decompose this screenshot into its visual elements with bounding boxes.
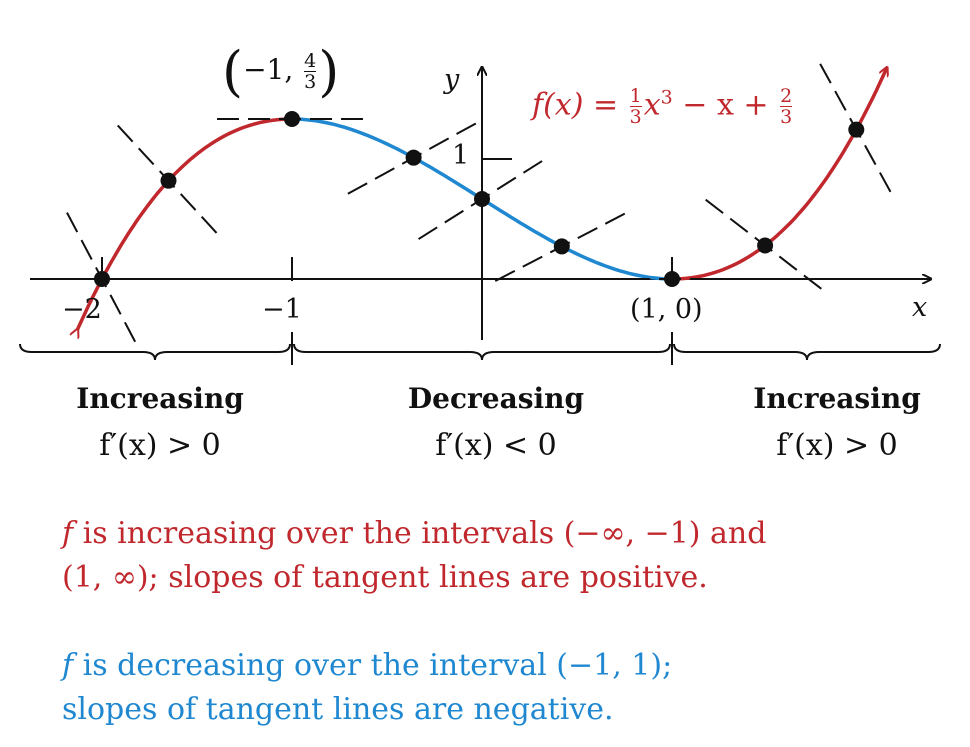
interval-2-heading: Decreasing	[407, 382, 585, 415]
decreasing-note-f: f	[62, 648, 74, 683]
decreasing-note: f is decreasing over the interval (−1, 1…	[62, 644, 672, 732]
interval-3-heading: Increasing	[753, 382, 921, 415]
x-tick-label-neg2: −2	[62, 294, 102, 325]
data-point	[848, 121, 865, 138]
data-point	[94, 270, 110, 287]
max-point-y-num: 4	[304, 50, 317, 72]
data-point	[405, 149, 422, 166]
increasing-note: f is increasing over the intervals (−∞, …	[62, 512, 766, 600]
decreasing-note-line1: is decreasing over the interval (−1, 1);	[73, 648, 673, 683]
decreasing-note-line2: slopes of tangent lines are negative.	[62, 692, 614, 727]
data-point	[757, 237, 774, 254]
eq-lhs: f(x) =	[532, 87, 628, 123]
increasing-note-line2: (1, ∞); slopes of tangent lines are posi…	[62, 560, 708, 595]
increasing-note-f: f	[62, 516, 74, 551]
data-point	[553, 238, 570, 255]
increasing-note-line1: is increasing over the intervals (−∞, −1…	[73, 516, 767, 551]
y-tick-label-1: 1	[452, 140, 470, 171]
brace-interval-2	[293, 343, 671, 361]
y-axis-label: y	[444, 64, 460, 95]
curve-segment-increasing	[77, 117, 292, 330]
eq-c-den: 3	[780, 106, 793, 128]
eq-a-num: 1	[629, 85, 642, 107]
interval-3-condition: f′(x) > 0	[776, 428, 898, 463]
eq-x: x	[643, 87, 661, 123]
data-point	[474, 190, 490, 207]
eq-a-den: 3	[629, 106, 642, 128]
eq-rest: − x +	[672, 87, 779, 123]
interval-2-condition: f′(x) < 0	[435, 428, 557, 463]
data-point	[284, 110, 300, 127]
max-point-x: −1	[243, 53, 285, 86]
interval-1-condition: f′(x) > 0	[99, 428, 221, 463]
x-tick-label-neg1: −1	[262, 294, 302, 325]
x-tick-label-1: (1, 0)	[630, 294, 703, 325]
x-axis-label: x	[912, 292, 928, 323]
max-point-y-den: 3	[304, 71, 317, 93]
brace-interval-3	[673, 343, 941, 361]
curve-segment-increasing	[672, 68, 887, 281]
eq-exp: 3	[660, 86, 673, 109]
brace-interval-1	[19, 343, 291, 361]
interval-1-heading: Increasing	[76, 382, 244, 415]
max-point-label: (−1, 4 3)	[222, 40, 340, 103]
data-point	[664, 271, 680, 287]
data-point	[160, 172, 177, 189]
eq-c-num: 2	[780, 85, 793, 107]
